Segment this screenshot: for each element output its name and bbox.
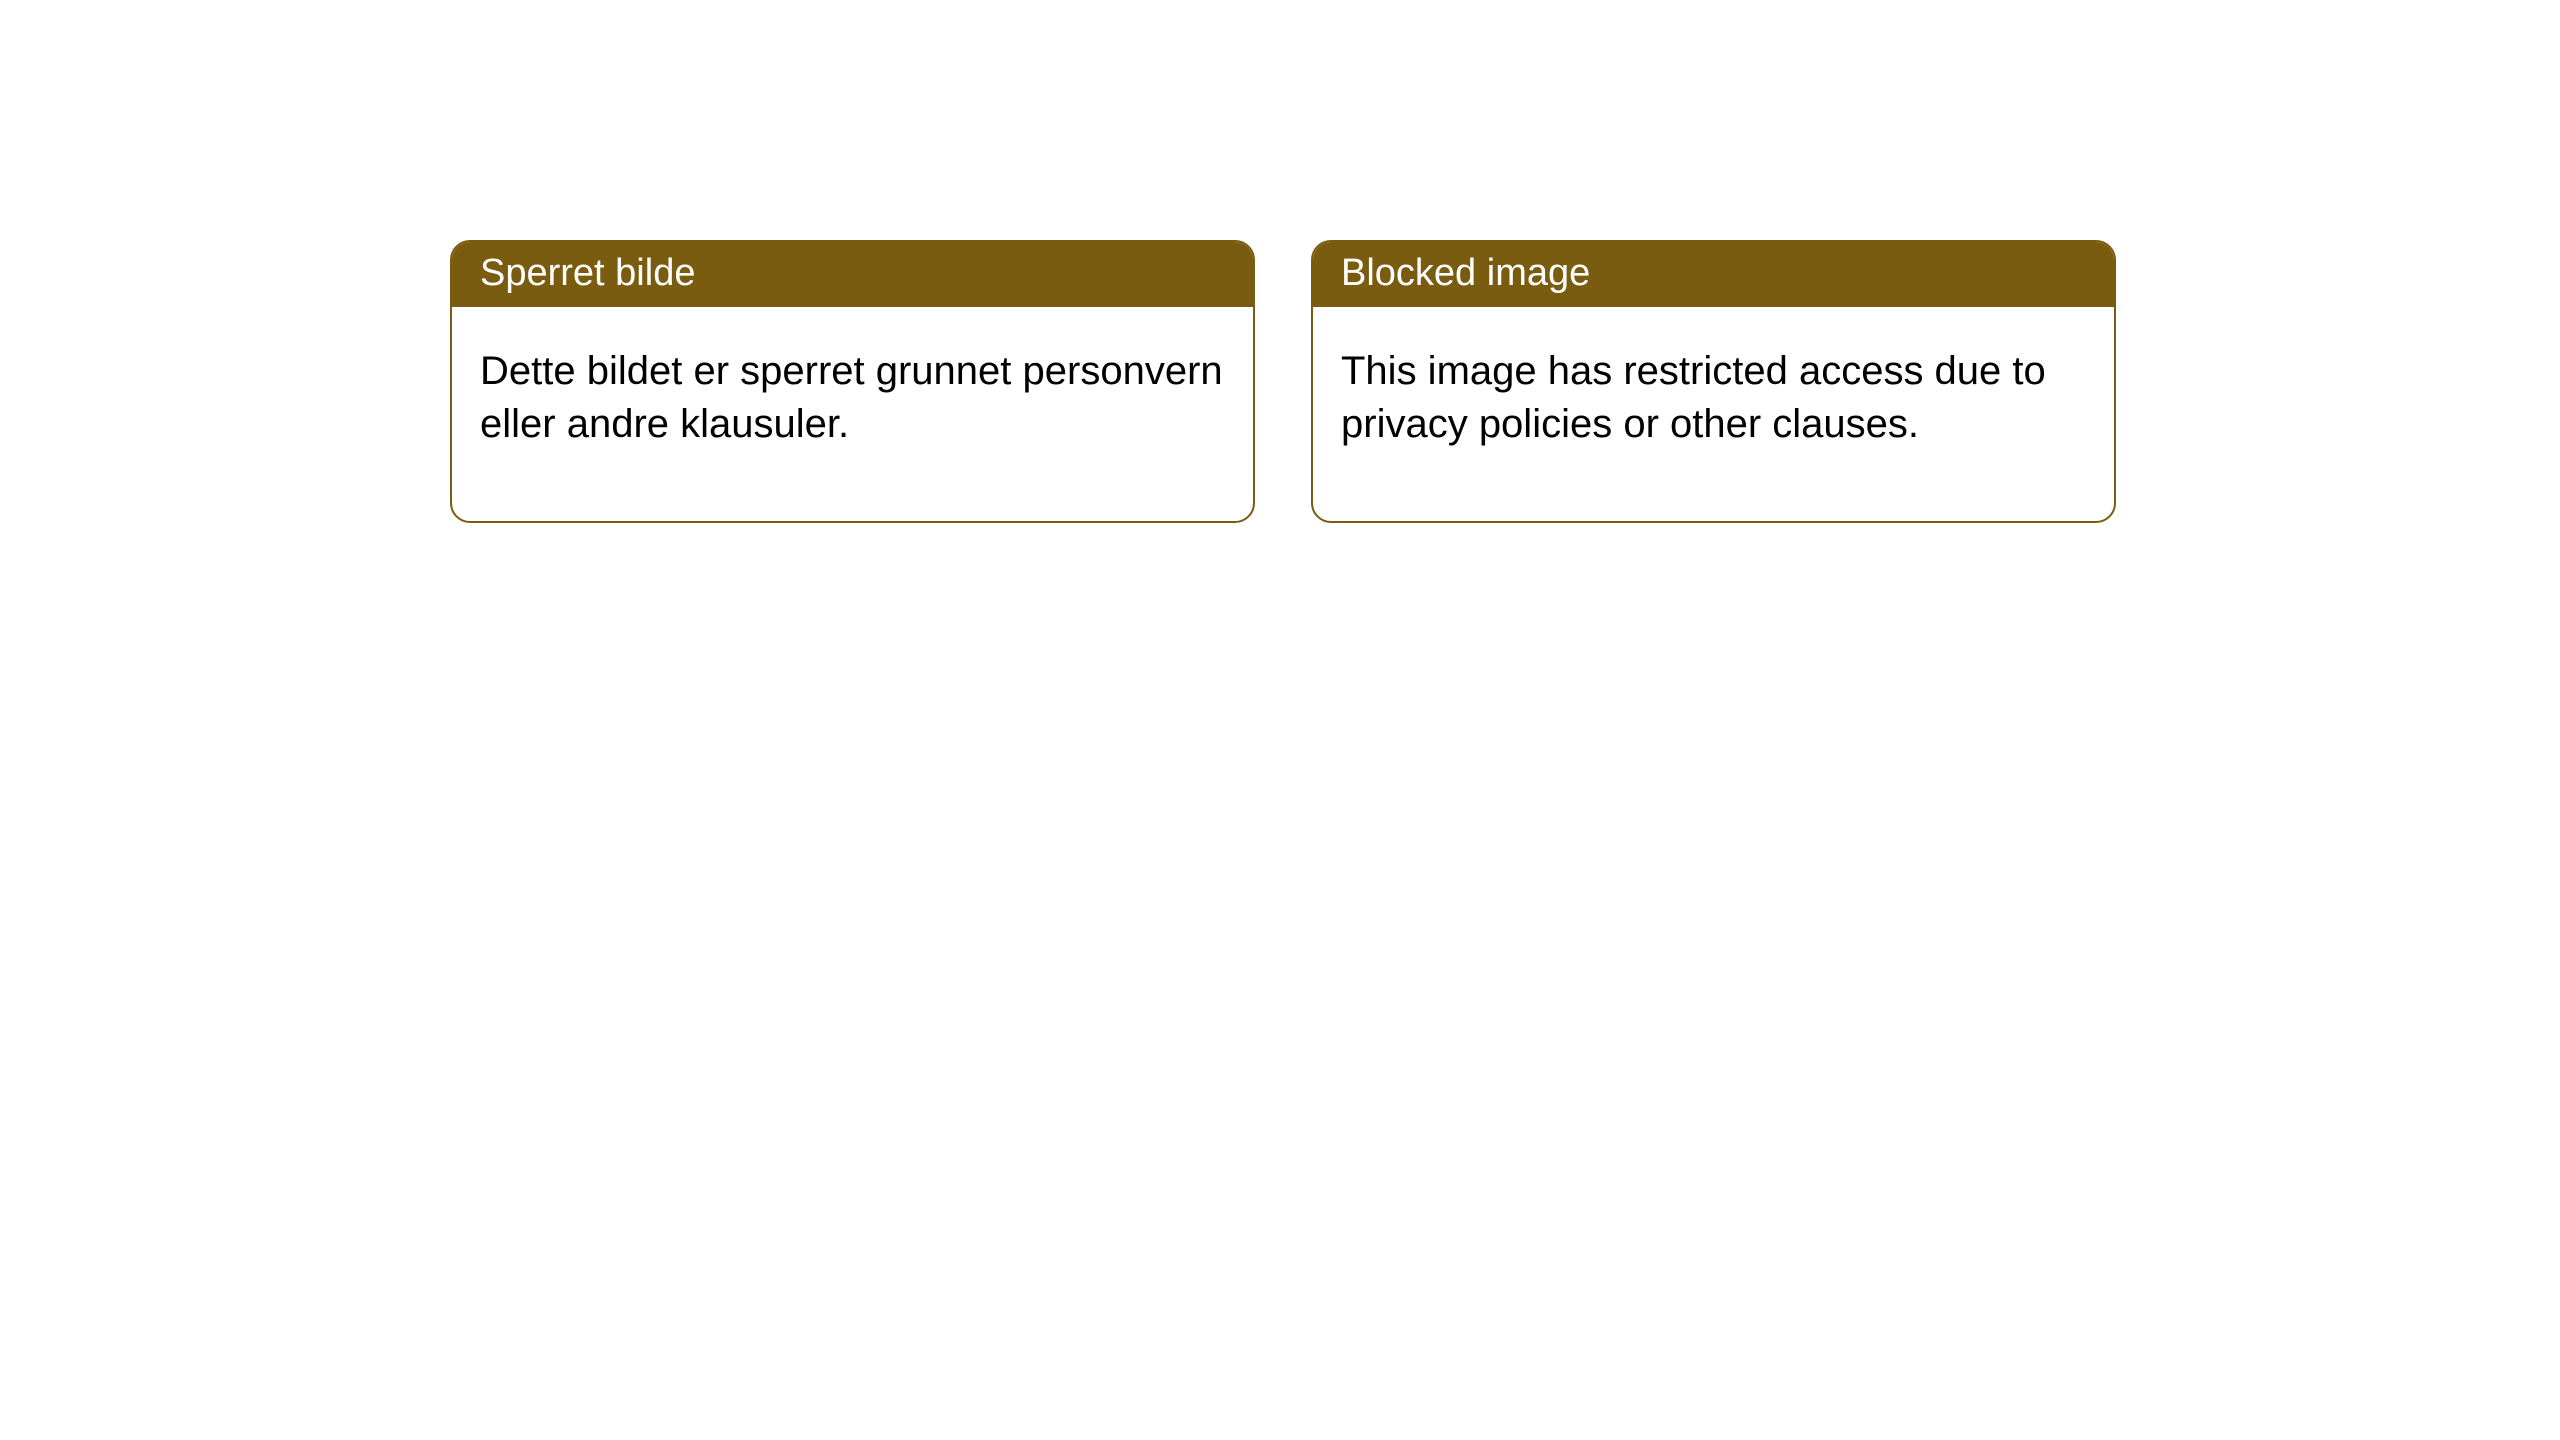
- card-body-text: Dette bildet er sperret grunnet personve…: [480, 349, 1223, 446]
- card-body: This image has restricted access due to …: [1313, 307, 2114, 521]
- card-title: Sperret bilde: [480, 252, 695, 294]
- card-header: Blocked image: [1313, 242, 2114, 307]
- blocked-image-card-english: Blocked image This image has restricted …: [1311, 240, 2116, 523]
- blocked-image-notice-container: Sperret bilde Dette bildet er sperret gr…: [450, 240, 2560, 523]
- card-body: Dette bildet er sperret grunnet personve…: [452, 307, 1253, 521]
- card-title: Blocked image: [1341, 252, 1590, 294]
- card-header: Sperret bilde: [452, 242, 1253, 307]
- card-body-text: This image has restricted access due to …: [1341, 349, 2046, 446]
- blocked-image-card-norwegian: Sperret bilde Dette bildet er sperret gr…: [450, 240, 1255, 523]
